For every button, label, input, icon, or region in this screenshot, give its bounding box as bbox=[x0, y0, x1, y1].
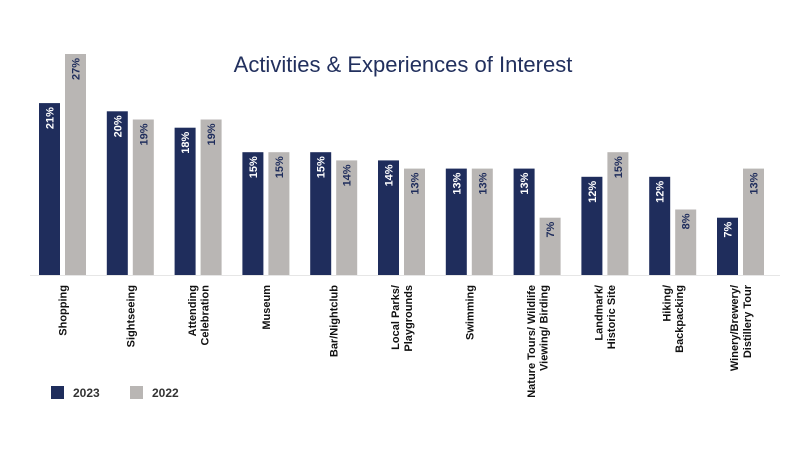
bar-label-2023-10: 7% bbox=[723, 221, 735, 237]
category-label-6-line-0: Swimming bbox=[464, 285, 476, 340]
legend-swatch-2022 bbox=[130, 386, 143, 399]
bar-label-2023-9: 12% bbox=[655, 181, 667, 203]
bar-2023-10 bbox=[717, 217, 738, 275]
bar-label-2022-7: 7% bbox=[545, 221, 557, 237]
category-label-10: Winery/Brewery/Distillery Tour bbox=[729, 284, 754, 371]
bar-label-2023-5: 14% bbox=[384, 164, 396, 186]
bar-2023-6 bbox=[445, 168, 467, 275]
bar-label-2022-6: 13% bbox=[477, 172, 489, 194]
bar-2023-8 bbox=[581, 176, 603, 275]
bar-label-2022-1: 19% bbox=[138, 123, 150, 145]
bar-label-2022-8: 15% bbox=[613, 156, 625, 178]
bar-2022-6 bbox=[471, 168, 493, 275]
category-label-7: Nature Tours/ Wildlife Viewing/ Birding bbox=[526, 285, 551, 398]
category-label-0-line-0: Shopping bbox=[58, 285, 70, 336]
category-label-8-line-1: Historic Site bbox=[606, 285, 618, 349]
category-label-9-line-0: Hiking/ bbox=[661, 285, 673, 322]
bar-label-2023-7: 13% bbox=[519, 172, 531, 194]
category-label-3: Museum bbox=[261, 285, 273, 330]
bar-2023-0 bbox=[39, 103, 60, 275]
bar-2022-1 bbox=[132, 119, 154, 275]
bar-label-2023-0: 21% bbox=[45, 107, 57, 129]
legend-swatch-2023 bbox=[51, 386, 64, 399]
bar-label-2022-4: 14% bbox=[342, 164, 354, 186]
category-label-6: Swimming bbox=[464, 285, 476, 340]
bar-2022-7 bbox=[539, 217, 561, 275]
bar-2023-2 bbox=[174, 127, 196, 275]
category-label-7-line-1: Viewing/ Birding bbox=[538, 285, 550, 371]
chart-title: Activities & Experiences of Interest bbox=[234, 52, 573, 77]
bar-2023-9 bbox=[649, 176, 671, 275]
bar-label-2023-1: 20% bbox=[112, 115, 124, 137]
bar-label-2023-3: 15% bbox=[248, 156, 260, 178]
category-label-4: Bar/Nightclub bbox=[329, 285, 341, 357]
category-label-10-line-1: Distillery Tour bbox=[742, 284, 754, 358]
category-label-2-line-0: Attending bbox=[187, 285, 199, 336]
category-label-10-line-0: Winery/Brewery/ bbox=[729, 285, 741, 371]
category-label-7-line-0: Nature Tours/ Wildlife bbox=[526, 285, 538, 398]
category-label-0: Shopping bbox=[58, 285, 70, 336]
bar-label-2023-4: 15% bbox=[316, 156, 328, 178]
bar-2022-9 bbox=[675, 209, 697, 275]
category-label-9: Hiking/Backpacking bbox=[661, 285, 686, 353]
bar-label-2022-2: 19% bbox=[206, 123, 218, 145]
bar-2023-7 bbox=[513, 168, 535, 275]
bar-label-2022-9: 8% bbox=[681, 213, 693, 229]
bar-label-2022-3: 15% bbox=[274, 156, 286, 178]
bar-label-2023-8: 12% bbox=[587, 181, 599, 203]
category-label-1: Sightseeing bbox=[125, 285, 137, 347]
bar-2023-4 bbox=[310, 152, 332, 275]
category-label-9-line-1: Backpacking bbox=[674, 285, 686, 353]
bar-2022-3 bbox=[268, 152, 290, 275]
bar-2023-3 bbox=[242, 152, 264, 275]
bar-2022-5 bbox=[404, 168, 425, 275]
bar-2023-5 bbox=[378, 160, 399, 275]
legend-label-2022: 2022 bbox=[152, 386, 179, 400]
category-label-2-line-1: Celebration bbox=[199, 285, 211, 346]
bar-label-2022-10: 13% bbox=[749, 172, 761, 194]
bar-2023-1 bbox=[106, 111, 128, 275]
category-label-8-line-0: Landmark/ bbox=[594, 285, 606, 341]
category-label-1-line-0: Sightseeing bbox=[125, 285, 137, 347]
category-labels-group: Shopping Sightseeing Attending Celebration M… bbox=[58, 284, 754, 397]
category-label-2: Attending Celebration bbox=[187, 285, 212, 346]
bar-label-2023-2: 18% bbox=[180, 131, 192, 153]
bar-label-2023-6: 13% bbox=[451, 172, 463, 194]
category-label-8: Landmark/Historic Site bbox=[594, 285, 619, 349]
bar-2022-10 bbox=[743, 168, 764, 275]
legend: 2023 2022 bbox=[51, 386, 179, 400]
bar-label-2022-0: 27% bbox=[71, 58, 83, 80]
category-label-5: Local Parks/Playgrounds bbox=[390, 285, 415, 352]
bars-group: 21% 27% 20% 19% 18% 19% 15% 15% 15% 14% 14% 13% 13% 1… bbox=[39, 54, 764, 275]
bar-2022-2 bbox=[200, 119, 222, 275]
legend-label-2023: 2023 bbox=[73, 386, 100, 400]
category-label-5-line-0: Local Parks/ bbox=[390, 285, 402, 350]
bar-2022-8 bbox=[607, 152, 629, 275]
category-label-5-line-1: Playgrounds bbox=[403, 285, 415, 352]
category-label-3-line-0: Museum bbox=[261, 285, 273, 330]
bar-label-2022-5: 13% bbox=[410, 172, 422, 194]
bar-2022-4 bbox=[336, 160, 358, 275]
category-label-4-line-0: Bar/Nightclub bbox=[329, 285, 341, 357]
bar-2022-0 bbox=[65, 54, 86, 275]
